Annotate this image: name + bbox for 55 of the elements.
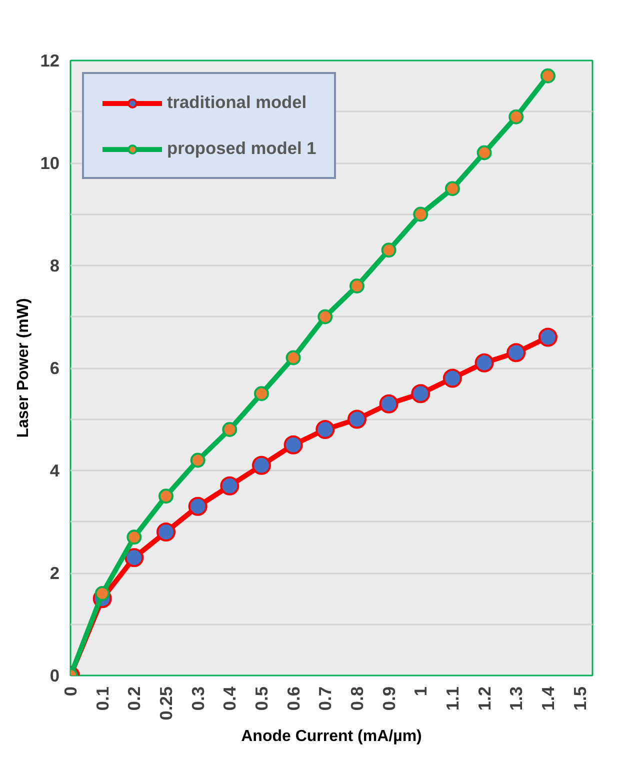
x-tick-label: 0 xyxy=(60,686,80,696)
point xyxy=(413,206,428,222)
point xyxy=(190,452,206,468)
point xyxy=(254,386,269,402)
x-tick-label: 0.7 xyxy=(315,686,336,711)
point xyxy=(156,522,176,542)
point xyxy=(252,456,271,475)
point xyxy=(316,420,335,439)
x-tick-label: 0.6 xyxy=(283,686,304,711)
x-tick-label: 0.9 xyxy=(378,686,399,711)
point xyxy=(444,181,460,196)
point xyxy=(474,353,494,372)
point xyxy=(126,530,142,545)
point xyxy=(508,109,524,124)
x-tick-label: 0.4 xyxy=(220,686,240,711)
x-tick-label: 0.8 xyxy=(346,686,367,711)
point xyxy=(158,488,174,504)
x-tick-label: 1.1 xyxy=(442,686,462,711)
point xyxy=(381,242,396,258)
point xyxy=(220,476,240,496)
x-tick-label: 1.2 xyxy=(474,686,494,711)
legend-label: traditional model xyxy=(167,92,307,113)
x-tick-label: 1.5 xyxy=(570,686,590,711)
point xyxy=(506,343,526,362)
y-tick-label: 4 xyxy=(50,460,60,480)
x-tick-label: 0.3 xyxy=(188,686,208,711)
point xyxy=(476,145,492,160)
x-tick-label: 1.3 xyxy=(506,686,526,711)
point xyxy=(318,309,333,324)
x-tick-label: 0.2 xyxy=(124,686,144,711)
x-tick-label: 0.1 xyxy=(92,686,112,711)
point xyxy=(411,384,430,404)
point xyxy=(284,435,303,454)
x-tick-label: 0.5 xyxy=(251,686,272,711)
point xyxy=(442,368,462,388)
y-tick-label: 2 xyxy=(50,563,60,583)
y-tick-label: 8 xyxy=(50,256,60,276)
y-tick-label: 12 xyxy=(40,50,60,70)
point xyxy=(349,278,364,294)
legend-label: proposed model 1 xyxy=(167,138,316,159)
point xyxy=(286,350,301,366)
x-tick-label: 1.4 xyxy=(538,686,558,711)
x-tick-label: 0.25 xyxy=(156,686,176,720)
point xyxy=(188,496,208,516)
point xyxy=(124,548,144,568)
point xyxy=(347,410,366,429)
y-tick-label: 6 xyxy=(50,358,60,378)
x-axis-title: Anode Current (mA/µm) xyxy=(241,728,422,746)
point xyxy=(379,394,398,414)
point xyxy=(222,422,238,437)
y-tick-label: 10 xyxy=(40,153,60,173)
y-axis-title: Laser Power (mW) xyxy=(15,298,32,438)
point xyxy=(538,328,558,347)
point xyxy=(540,68,556,84)
x-tick-label: 1 xyxy=(410,686,431,696)
